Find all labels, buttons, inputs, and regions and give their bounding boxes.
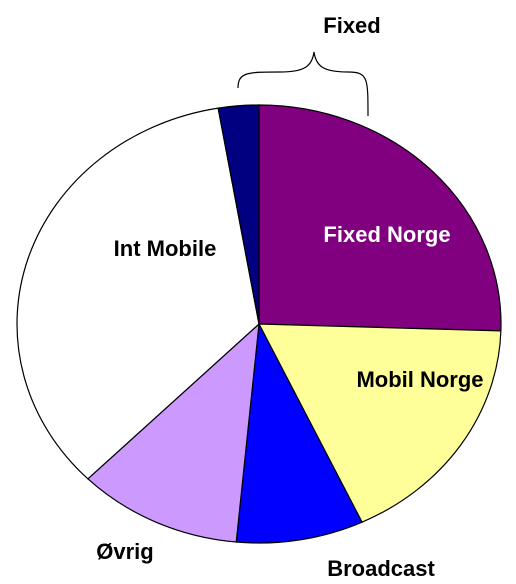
- slice-label: Int Mobile: [114, 236, 217, 261]
- brace: [237, 51, 369, 117]
- pie-slice: [258, 104, 502, 332]
- slice-label: Fixed Norge: [323, 222, 450, 247]
- pie-slice: [217, 104, 260, 325]
- pie-slice: [235, 321, 363, 544]
- slice-label: Mobil Norge: [356, 367, 483, 392]
- annotation: Fixed: [323, 13, 380, 38]
- slice-label: Øvrig: [96, 539, 153, 564]
- slice-label: Broadcast: [327, 556, 435, 581]
- pie-slice: [86, 322, 260, 543]
- pie-slice: [257, 323, 502, 523]
- pie-slice: [16, 107, 260, 480]
